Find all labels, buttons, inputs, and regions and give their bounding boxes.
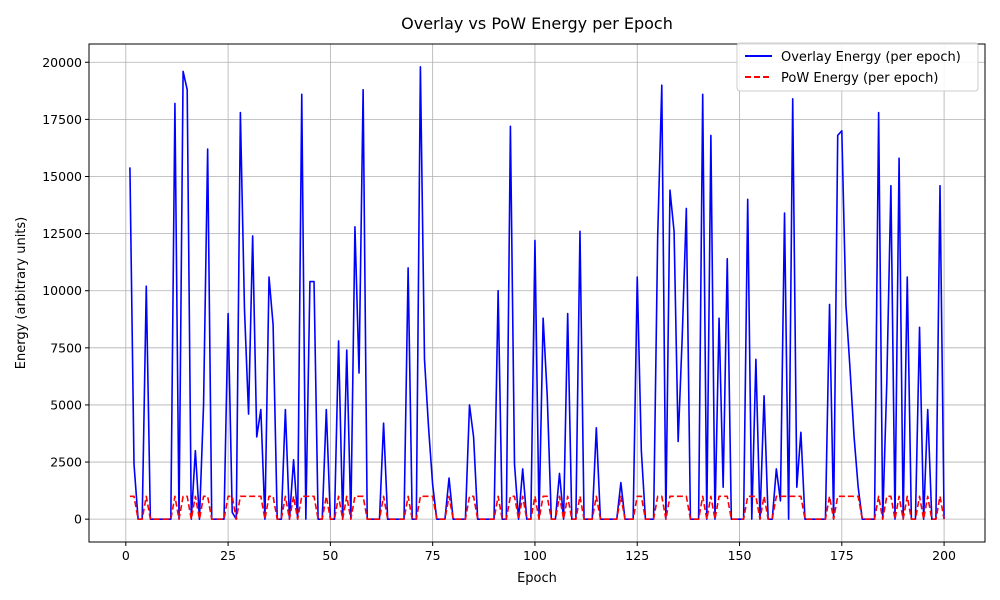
x-tick-label: 100 [523,548,547,563]
y-tick-label: 15000 [42,169,82,184]
x-axis-title: Epoch [517,571,557,586]
x-tick-label: 75 [425,548,441,563]
legend: Overlay Energy (per epoch) PoW Energy (p… [736,42,979,92]
y-tick-label: 10000 [42,283,82,298]
x-tick-label: 175 [830,548,854,563]
x-tick-label: 200 [932,548,956,563]
x-tick-label: 0 [122,548,130,563]
y-tick-label: 0 [74,512,82,527]
legend-label-pow: PoW Energy (per epoch) [781,71,938,86]
y-tick-label: 7500 [50,340,82,355]
x-axis: 0 25 50 75 100 125 150 175 200 [122,542,956,563]
grid-lines [89,44,985,542]
plot-frame [88,43,986,543]
series-line-pow-energy [129,495,945,520]
y-tick-label: 2500 [50,455,82,470]
legend-box [736,42,979,92]
x-tick-label: 150 [728,548,752,563]
y-axis-title: Energy (arbitrary units) [14,217,29,370]
y-tick-label: 12500 [42,226,82,241]
y-tick-label: 17500 [42,112,82,127]
x-tick-label: 125 [625,548,649,563]
legend-label-overlay: Overlay Energy (per epoch) [781,50,961,65]
x-tick-label: 50 [322,548,338,563]
x-tick-label: 25 [220,548,236,563]
series-layer [129,66,945,520]
y-tick-label: 5000 [50,397,82,412]
y-axis: 0 2500 5000 7500 10000 12500 15000 17500 20000 [42,55,89,527]
chart-title: Overlay vs PoW Energy per Epoch [401,14,673,33]
y-tick-label: 20000 [42,55,82,70]
series-line-overlay-energy [129,66,945,520]
